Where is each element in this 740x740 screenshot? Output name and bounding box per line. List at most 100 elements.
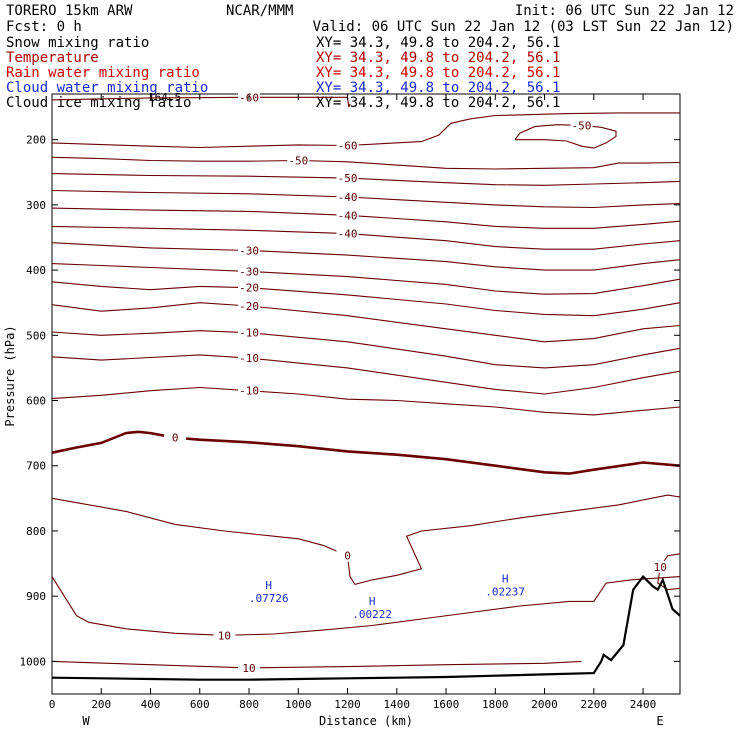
contour-label: 10	[218, 629, 231, 642]
legend-name-3: Cloud water mixing ratio	[6, 80, 208, 96]
x-axis-label: Distance (km)	[319, 714, 413, 728]
x-axis: 0 200 400 600 800 10 0 0 1200 1400 1600 1800 2000 220…	[49, 94, 657, 711]
contour-label-bg	[213, 629, 236, 642]
y-tick-label: 1000	[20, 655, 47, 668]
contour-label-bg	[570, 119, 593, 132]
init-time: Init: 06 UTC Sun 22 Jan 12	[515, 3, 734, 19]
east-label: E	[656, 714, 663, 728]
contour-line	[51, 330, 681, 369]
y-tick-label: 500	[26, 329, 46, 342]
contour-label-bg	[238, 352, 261, 365]
contour-label-bg	[238, 265, 261, 278]
x-tick-label: 1600	[433, 698, 460, 711]
contour-label: -10	[239, 385, 259, 398]
contour-label: 10	[242, 662, 255, 675]
high-value: .00222	[352, 608, 392, 621]
contour-line	[657, 553, 681, 591]
high-marker: H	[502, 572, 509, 585]
contour-label-bg	[238, 244, 261, 257]
contour-line	[51, 207, 681, 229]
contour-label: -50	[288, 155, 308, 168]
contour-line	[51, 281, 681, 317]
center-title: NCAR/MMM	[226, 3, 293, 19]
contour-line	[51, 112, 680, 149]
y-axis-label: Pressure (hPa)	[3, 325, 17, 426]
contour-label: -40	[338, 191, 358, 204]
x-tick-label: 0	[49, 698, 56, 711]
y-tick-label: 200	[26, 134, 46, 147]
contour-label: -30	[239, 265, 259, 278]
x-tick-label: 1200	[334, 698, 361, 711]
temperature-contours: -60-60-50-50-50-40-40-40-30-30-20-20-10-…	[51, 91, 681, 675]
contour-label-bg	[238, 326, 261, 339]
contour-label: -20	[239, 282, 259, 295]
contour-label-bg	[336, 549, 359, 562]
x-tick-label: 2000	[531, 698, 558, 711]
contour-label: -40	[338, 228, 358, 241]
y-tick-label: 600	[26, 395, 46, 408]
high-marker: H	[265, 579, 272, 592]
x-tick-label: 2400	[630, 698, 657, 711]
legend-name-0: Snow mixing ratio	[6, 35, 149, 51]
contour-line	[51, 386, 681, 416]
contour-label: 0	[344, 550, 351, 563]
west-label: W	[82, 714, 90, 728]
contour-label-bg	[238, 299, 261, 312]
legend-range-2: XY= 34.3, 49.8 to 204.2, 56.1	[316, 65, 560, 81]
contour-label-bg	[336, 191, 359, 204]
contour-line	[51, 494, 681, 586]
legend-range-1: XY= 34.3, 49.8 to 204.2, 56.1	[316, 50, 560, 66]
x-tick-label: 2200	[581, 698, 608, 711]
contour-label: -50	[338, 172, 358, 185]
y-tick-label: 700	[26, 460, 46, 473]
x-tick-label: 400	[141, 698, 161, 711]
contour-label: -30	[239, 245, 259, 258]
contour-label: -20	[239, 300, 259, 313]
contour-line	[51, 660, 582, 669]
contour-label: 0	[172, 432, 179, 445]
contour-line	[51, 242, 681, 271]
contour-label: -40	[338, 209, 358, 222]
valid-time: Valid: 06 UTC Sun 22 Jan 12 (03 LST Sun …	[313, 19, 734, 35]
contour-label-bg	[336, 209, 359, 222]
contour-label-bg	[336, 227, 359, 240]
contour-label-bg	[238, 661, 261, 674]
contour-label-bg	[164, 431, 187, 444]
legend-range-4: XY= 34.3, 49.8 to 204.2, 56.1	[316, 95, 560, 111]
y-tick-label: 400	[26, 264, 46, 277]
y-tick-label: 300	[26, 199, 46, 212]
x-tick-label: 1400	[384, 698, 411, 711]
contour-label: -10	[239, 327, 259, 340]
x-tick-label: 1800	[482, 698, 509, 711]
contour-line	[51, 156, 681, 170]
contour-label-bg	[287, 154, 310, 167]
terrain-line	[51, 574, 681, 681]
contour-label-bg	[238, 281, 261, 294]
high-marker: H	[369, 595, 376, 608]
contour-line	[51, 263, 681, 295]
contour-line	[51, 189, 681, 209]
legend-name-2: Rain water mixing ratio	[6, 65, 200, 81]
legend-name-1: Temperature	[6, 50, 99, 66]
x-tick-label: 600	[190, 698, 210, 711]
x-tick-label: 200	[91, 698, 111, 711]
legend-range-3: XY= 34.3, 49.8 to 204.2, 56.1	[316, 80, 560, 96]
contour-line	[51, 354, 681, 395]
contour-label-bg	[336, 139, 359, 152]
contour-line	[51, 430, 681, 475]
terrain	[51, 574, 681, 681]
contour-line	[514, 124, 617, 149]
contour-line	[51, 173, 681, 186]
contour-label: -60	[338, 140, 358, 153]
contour-label-bg	[238, 384, 261, 397]
contour-line	[51, 225, 681, 250]
forecast-hour: Fcst: 0 h	[6, 19, 82, 35]
x-tick-label: 800	[239, 698, 259, 711]
model-title: TORERO 15km ARW	[6, 3, 133, 19]
y-tick-label: 800	[26, 525, 46, 538]
high-value: .02237	[485, 585, 525, 598]
plot-frame	[51, 93, 681, 695]
